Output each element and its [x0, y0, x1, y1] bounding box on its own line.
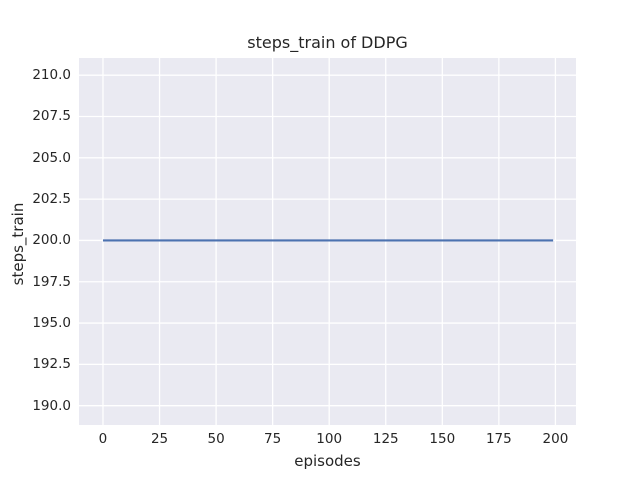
y-axis-label: steps_train	[9, 202, 27, 286]
x-tick-label: 0	[98, 431, 108, 447]
x-tick-label: 50	[207, 431, 225, 447]
y-tick-label: 210.0	[32, 67, 71, 84]
y-tick-label: 195.0	[32, 315, 71, 332]
y-tick-label: 202.5	[32, 191, 71, 208]
x-tick-label: 25	[150, 431, 169, 447]
y-tick-label: 207.5	[32, 108, 71, 125]
x-axis-label: episodes	[294, 452, 361, 470]
x-tick-label: 125	[372, 431, 399, 447]
y-tick-label: 205.0	[32, 149, 71, 166]
x-tick-label: 150	[429, 431, 456, 447]
plot-canvas	[79, 58, 576, 425]
y-tick-label: 190.0	[32, 397, 71, 414]
y-tick-label: 192.5	[32, 356, 71, 373]
y-tick-label: 200.0	[32, 232, 71, 249]
x-tick-label: 75	[264, 431, 282, 447]
y-tick-label: 197.5	[32, 273, 71, 290]
x-tick-label: 100	[316, 431, 343, 447]
chart-title: steps_train of DDPG	[247, 33, 408, 52]
x-tick-label: 200	[542, 431, 569, 447]
plot-area	[79, 58, 576, 425]
x-tick-label: 175	[485, 431, 512, 447]
